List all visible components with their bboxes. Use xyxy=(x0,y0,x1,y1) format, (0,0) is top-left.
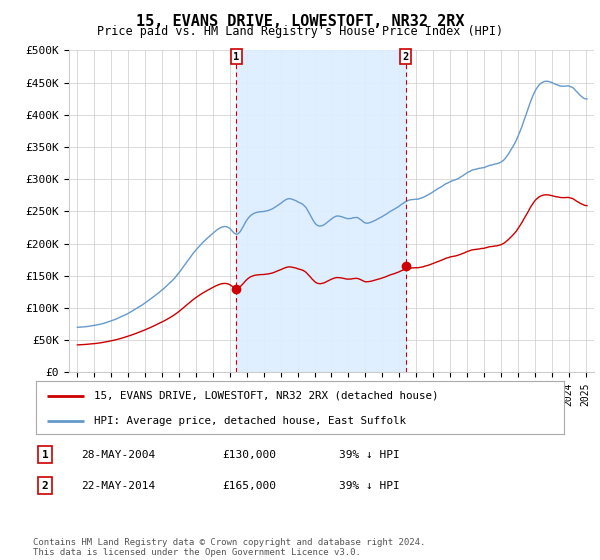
Text: 2: 2 xyxy=(41,480,49,491)
Text: 2: 2 xyxy=(403,52,409,62)
Text: 39% ↓ HPI: 39% ↓ HPI xyxy=(339,450,400,460)
Text: 15, EVANS DRIVE, LOWESTOFT, NR32 2RX (detached house): 15, EVANS DRIVE, LOWESTOFT, NR32 2RX (de… xyxy=(94,391,439,401)
Text: 15, EVANS DRIVE, LOWESTOFT, NR32 2RX: 15, EVANS DRIVE, LOWESTOFT, NR32 2RX xyxy=(136,14,464,29)
Text: £165,000: £165,000 xyxy=(222,480,276,491)
Text: 1: 1 xyxy=(233,52,239,62)
Text: £130,000: £130,000 xyxy=(222,450,276,460)
Text: Price paid vs. HM Land Registry's House Price Index (HPI): Price paid vs. HM Land Registry's House … xyxy=(97,25,503,38)
Text: Contains HM Land Registry data © Crown copyright and database right 2024.
This d: Contains HM Land Registry data © Crown c… xyxy=(33,538,425,557)
Text: 39% ↓ HPI: 39% ↓ HPI xyxy=(339,480,400,491)
Text: 22-MAY-2014: 22-MAY-2014 xyxy=(81,480,155,491)
Bar xyxy=(236,50,406,372)
Text: HPI: Average price, detached house, East Suffolk: HPI: Average price, detached house, East… xyxy=(94,416,406,426)
Text: 1: 1 xyxy=(41,450,49,460)
Text: 28-MAY-2004: 28-MAY-2004 xyxy=(81,450,155,460)
